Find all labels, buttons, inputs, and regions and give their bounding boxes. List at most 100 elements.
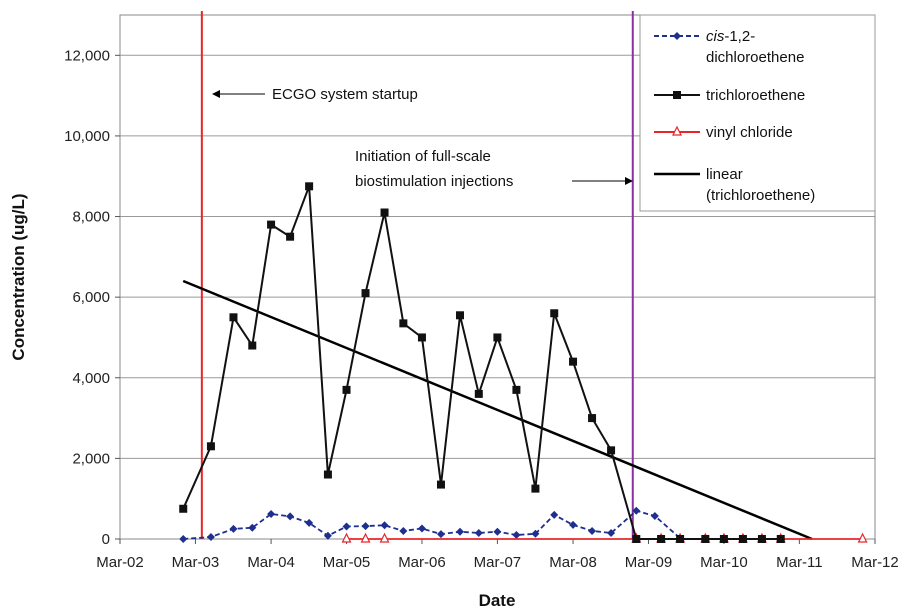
data-point-tce xyxy=(569,357,578,366)
annotation-biostim-arrowhead xyxy=(625,177,633,185)
data-point-tce xyxy=(286,232,295,241)
data-point-tce xyxy=(455,311,464,320)
data-point-tce xyxy=(399,319,408,328)
data-point-tce xyxy=(361,289,370,298)
event-lines xyxy=(200,11,634,539)
data-point-tce xyxy=(179,504,188,513)
y-tick-label: 0 xyxy=(102,531,110,548)
data-point-dce xyxy=(650,512,659,521)
x-tick-label: Mar-04 xyxy=(247,554,295,571)
data-point-dce xyxy=(286,512,295,521)
data-point-tce xyxy=(512,385,521,394)
x-tick-label: Mar-07 xyxy=(474,554,522,571)
data-point-dce xyxy=(267,510,276,519)
legend-trend-label: linear xyxy=(706,166,743,183)
data-point-dce xyxy=(512,530,521,539)
x-tick-label: Mar-09 xyxy=(625,554,673,571)
data-point-dce xyxy=(361,522,370,531)
series-line-tce xyxy=(182,185,781,540)
data-point-tce xyxy=(248,341,257,350)
x-tick-label: Mar-08 xyxy=(549,554,597,571)
y-axis: 0 2,000 4,000 6,000 8,000 10,000 12,000 xyxy=(64,47,120,548)
data-point-tce xyxy=(323,470,332,479)
data-point-vc xyxy=(341,532,352,543)
data-point-dce xyxy=(206,532,215,541)
data-point-tce xyxy=(267,220,276,229)
data-point-tce xyxy=(436,480,445,489)
data-point-dce xyxy=(607,528,616,537)
annotation-startup-label: ECGO system startup xyxy=(272,86,418,103)
legend-dce-label-rest: -1,2- xyxy=(724,28,755,45)
data-point-tce xyxy=(474,389,483,398)
x-axis: Mar-02 Mar-03 Mar-04 Mar-05 Mar-06 Mar-07 Mar-… xyxy=(96,539,899,571)
y-axis-title: Concentration (ug/L) xyxy=(9,193,28,360)
legend-dce-label-italic: cis xyxy=(706,28,725,45)
data-point-tce xyxy=(719,535,728,543)
legend-item-vc: vinyl chloride xyxy=(654,124,793,141)
gridlines xyxy=(120,54,875,459)
data-point-tce xyxy=(657,535,666,543)
data-point-dce xyxy=(248,523,257,532)
legend-box xyxy=(639,14,876,212)
annotation-startup: ECGO system startup xyxy=(212,86,418,103)
y-tick-label: 2,000 xyxy=(72,450,110,467)
data-point-dce xyxy=(323,531,332,540)
data-point-dce xyxy=(229,524,238,533)
data-point-tce xyxy=(632,535,641,543)
data-point-dce xyxy=(550,510,559,519)
data-point-dce xyxy=(531,529,540,538)
data-point-dce xyxy=(436,530,445,539)
data-point-dce xyxy=(179,535,188,543)
data-point-tce xyxy=(206,442,215,451)
data-point-dce xyxy=(569,520,578,529)
x-tick-label: Mar-02 xyxy=(96,554,144,571)
legend-dce-marker xyxy=(673,32,681,40)
legend-item-tce: trichloroethene xyxy=(654,87,805,104)
x-tick-label: Mar-03 xyxy=(172,554,220,571)
data-point-vc xyxy=(360,532,371,543)
data-point-tce xyxy=(305,182,314,191)
x-axis-title: Date xyxy=(479,591,516,610)
series-line-dce xyxy=(183,509,681,540)
data-point-tce xyxy=(229,313,238,322)
data-point-tce xyxy=(550,309,559,318)
data-point-dce xyxy=(493,527,502,536)
data-point-tce xyxy=(701,535,710,543)
y-tick-label: 12,000 xyxy=(64,47,110,64)
legend-dce-label: cis-1,2- xyxy=(706,28,755,45)
y-tick-label: 6,000 xyxy=(72,289,110,306)
data-point-tce xyxy=(676,535,685,543)
legend-tce-marker xyxy=(673,91,681,99)
series-line-trend xyxy=(182,279,813,541)
data-point-tce xyxy=(738,535,747,543)
legend-item-dce: cis-1,2- dichloroethene xyxy=(654,28,804,66)
y-tick-label: 8,000 xyxy=(72,209,110,226)
x-tick-label: Mar-06 xyxy=(398,554,446,571)
data-point-tce xyxy=(607,446,616,455)
x-tick-label: Mar-10 xyxy=(700,554,748,571)
data-point-vc xyxy=(379,532,390,543)
data-point-tce xyxy=(380,208,389,217)
data-point-dce xyxy=(588,526,597,535)
data-point-tce xyxy=(588,414,597,423)
legend: cis-1,2- dichloroethene trichloroethene … xyxy=(639,14,876,212)
data-point-dce xyxy=(305,518,314,527)
data-point-dce xyxy=(455,527,464,536)
legend-item-trend: linear (trichloroethene) xyxy=(654,166,815,204)
y-tick-label: 10,000 xyxy=(64,128,110,145)
data-point-tce xyxy=(757,535,766,543)
data-point-dce xyxy=(380,521,389,530)
data-point-vc xyxy=(857,532,868,543)
data-point-tce xyxy=(342,385,351,394)
annotation-biostim-line2: biostimulation injections xyxy=(355,173,513,190)
x-tick-label: Mar-05 xyxy=(323,554,371,571)
data-point-dce xyxy=(417,524,426,533)
data-point-dce xyxy=(474,528,483,537)
data-point-dce xyxy=(632,506,641,515)
data-point-tce xyxy=(417,333,426,342)
annotation-startup-arrowhead xyxy=(212,90,220,98)
annotation-biostim-line1: Initiation of full-scale xyxy=(355,148,491,165)
x-tick-label: Mar-12 xyxy=(851,554,899,571)
legend-tce-label: trichloroethene xyxy=(706,87,805,104)
